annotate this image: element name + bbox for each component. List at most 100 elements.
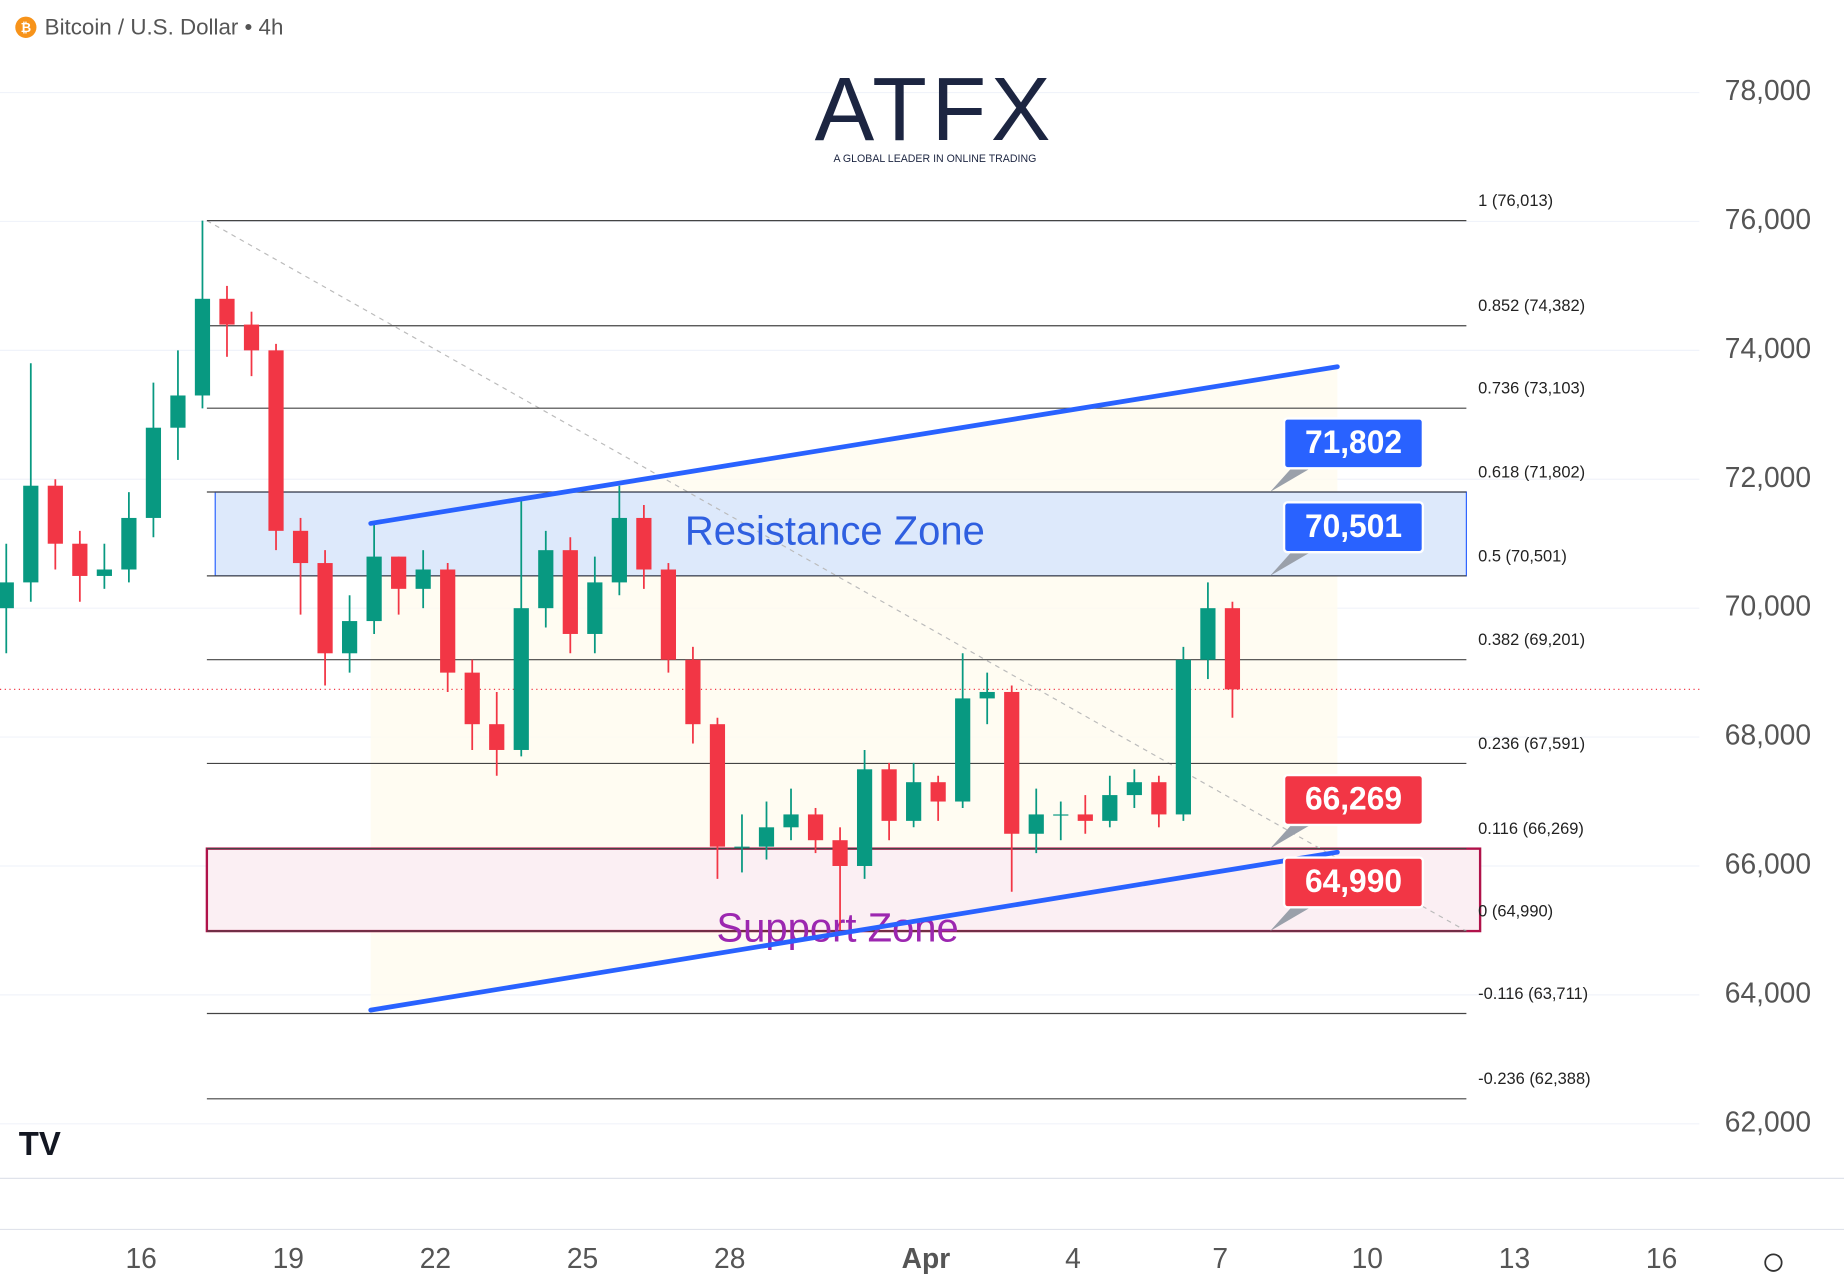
candle-body	[1077, 814, 1093, 821]
y-tick-label: 68,000	[1725, 719, 1811, 751]
plot-layer: Resistance Zone Support Zone 1 (76,013) 0.8…	[0, 191, 1591, 1088]
candle-body	[1175, 659, 1191, 815]
trendline	[368, 364, 1340, 526]
candle-body	[489, 724, 505, 750]
y-tick-label: 74,000	[1725, 333, 1811, 365]
candle-body	[587, 582, 603, 634]
candle-body	[243, 324, 260, 351]
candle-body	[832, 840, 848, 866]
tv-logo: TV	[19, 1126, 61, 1163]
candle-body	[979, 691, 995, 699]
candle-body	[292, 530, 309, 564]
y-tick-label: 70,000	[1725, 591, 1811, 623]
candle-body	[783, 814, 799, 828]
candle-body	[121, 517, 137, 570]
candle-body	[660, 569, 677, 660]
candle-body	[194, 298, 211, 396]
x-tick-label: Apr	[902, 1243, 951, 1275]
candle-body	[1102, 795, 1118, 821]
candle-body	[145, 427, 162, 518]
settings-icon[interactable]	[1764, 1253, 1783, 1272]
candle-body	[758, 827, 775, 847]
logo-tagline: A GLOBAL LEADER IN ONLINE TRADING	[834, 153, 1037, 165]
candle-body	[562, 550, 578, 634]
x-tick-label: 16	[125, 1243, 156, 1275]
candle-body	[611, 517, 627, 583]
candle-body	[23, 485, 39, 583]
candle-body	[317, 563, 333, 654]
candle-body	[1028, 814, 1044, 834]
candle-body	[0, 582, 14, 609]
y-tick-label: 64,000	[1725, 977, 1811, 1009]
x-tick-label: 10	[1352, 1243, 1383, 1275]
badge	[1282, 856, 1425, 909]
badge	[1282, 501, 1425, 554]
fib-label: 0.5 (70,501)	[1478, 546, 1567, 565]
x-tick-label: 28	[714, 1243, 745, 1275]
candle-body	[513, 608, 529, 750]
fib-label: 0.618 (71,802)	[1478, 462, 1585, 481]
badge-label: 66,269	[1305, 781, 1402, 817]
candle-body	[636, 517, 652, 570]
candle-body	[170, 395, 186, 428]
zone-label: Resistance Zone	[685, 508, 985, 553]
fib-label: 0.852 (74,382)	[1478, 296, 1585, 315]
candle-body	[366, 556, 382, 622]
candle-body	[268, 350, 284, 531]
y-tick-label: 66,000	[1725, 848, 1811, 880]
coin-symbol: ₿	[21, 20, 32, 35]
coin-icon	[15, 16, 37, 38]
candle-body	[464, 672, 480, 725]
y-tick-label: 78,000	[1725, 75, 1811, 107]
x-tick-label: 16	[1646, 1243, 1677, 1275]
candle-body	[391, 556, 407, 589]
fib-label: 0.116 (66,269)	[1478, 819, 1584, 838]
logo: ATFX	[815, 60, 1056, 160]
candle-body	[734, 846, 750, 848]
candle-body	[930, 782, 946, 802]
candle-body	[1224, 608, 1241, 690]
candle-body	[881, 769, 897, 821]
badge-pointer	[1269, 549, 1315, 576]
badge-label: 70,501	[1305, 508, 1402, 544]
trendline	[368, 849, 1340, 1013]
badge	[1282, 773, 1425, 827]
candle-body	[440, 569, 456, 673]
candle-body	[47, 485, 63, 544]
fib-label: -0.236 (62,388)	[1478, 1069, 1590, 1088]
fib-label: 0.382 (69,201)	[1478, 630, 1585, 649]
badge-label: 64,990	[1305, 863, 1402, 899]
badge	[1282, 417, 1425, 470]
candle-body	[685, 659, 701, 725]
candle-body	[1126, 782, 1142, 796]
fib-label: 1 (76,013)	[1478, 191, 1553, 210]
y-tick-label: 62,000	[1725, 1106, 1811, 1138]
x-tick-label: 22	[420, 1243, 451, 1275]
candle-body	[1053, 814, 1069, 816]
zone-label: Support Zone	[716, 906, 958, 951]
candle-body	[1151, 782, 1167, 815]
x-tick-label: 7	[1212, 1243, 1228, 1275]
fib-label: -0.116 (63,711)	[1478, 984, 1588, 1003]
fib-label: 0 (64,990)	[1478, 901, 1553, 920]
fib-label: 0.236 (67,591)	[1478, 734, 1585, 753]
x-tick-label: 25	[567, 1243, 598, 1275]
y-tick-label: 76,000	[1725, 204, 1811, 236]
candle-body	[709, 724, 726, 847]
fib-label: 0.736 (73,103)	[1478, 379, 1585, 398]
x-tick-label: 19	[273, 1243, 304, 1275]
candle-body	[807, 814, 824, 841]
candle-body	[1200, 608, 1216, 660]
candle-body	[538, 550, 554, 609]
candle-body	[1004, 691, 1020, 834]
badge-pointer	[1269, 465, 1315, 493]
candle-body	[341, 621, 358, 654]
badge-pointer	[1269, 904, 1315, 932]
candle-body	[856, 769, 873, 866]
candle-body	[72, 543, 88, 576]
candle-body	[219, 298, 235, 325]
y-tick-label: 72,000	[1725, 462, 1811, 494]
candle-body	[96, 569, 112, 576]
candle-body	[415, 569, 431, 589]
